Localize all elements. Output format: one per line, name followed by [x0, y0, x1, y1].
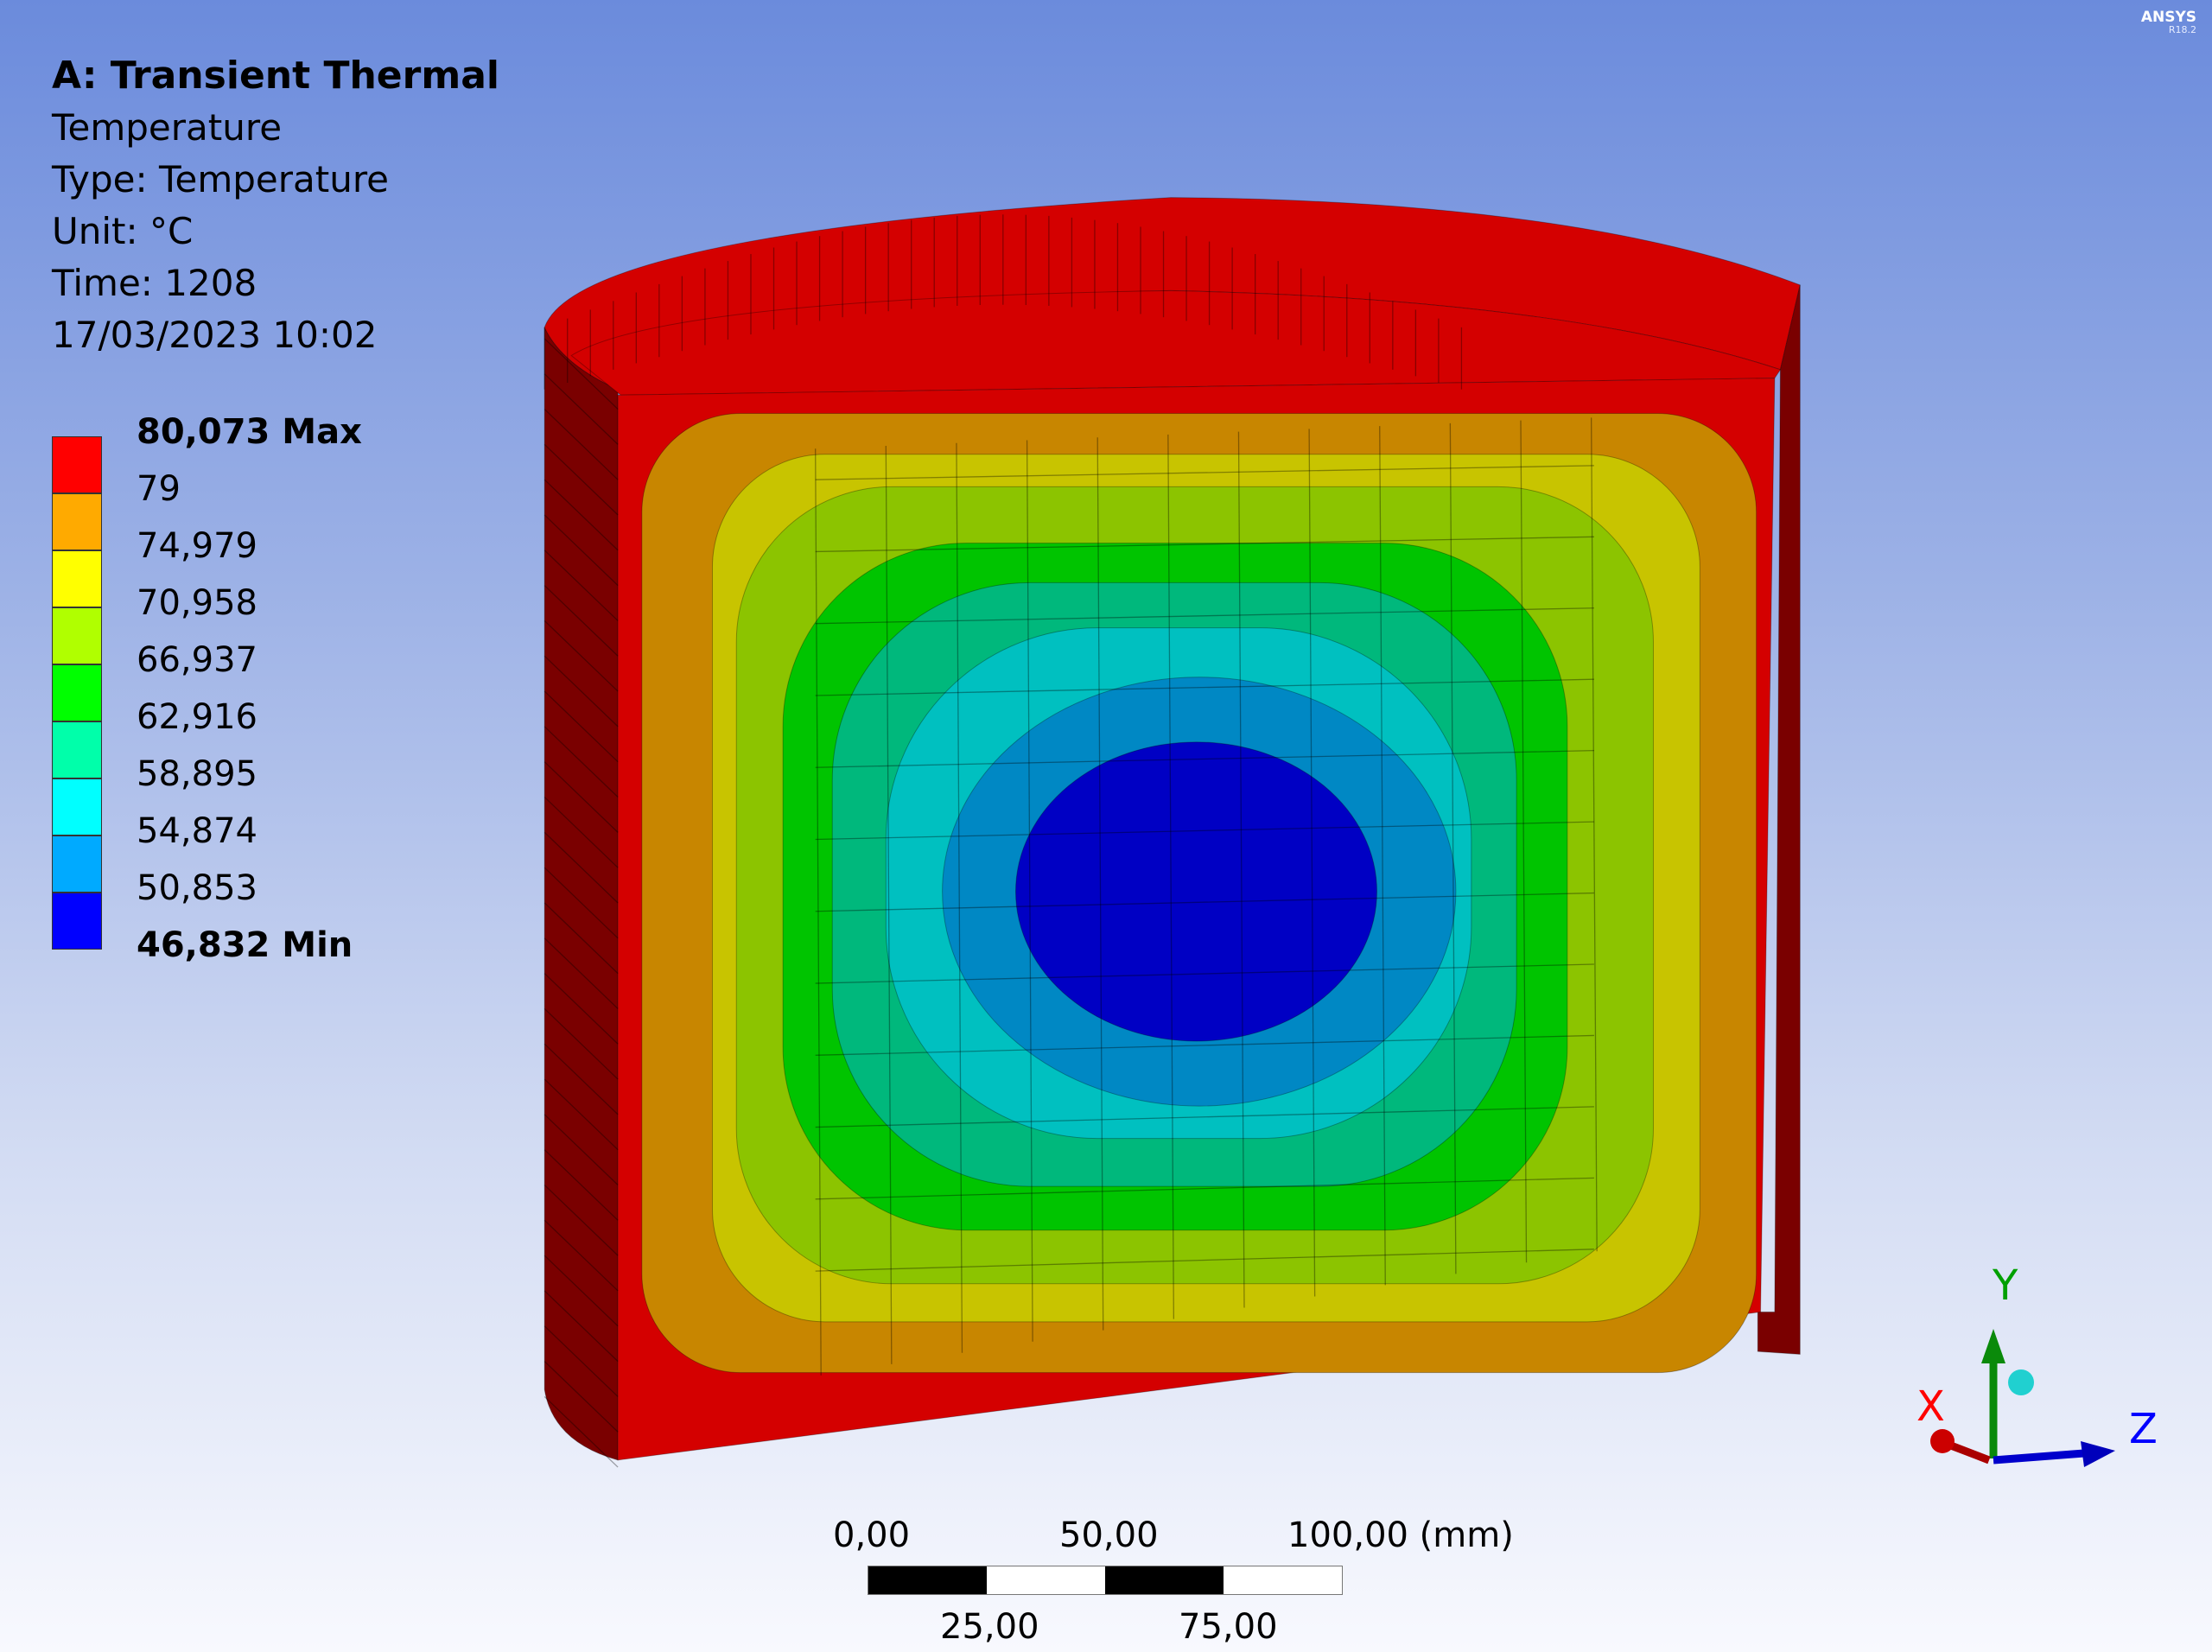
legend-swatch[interactable]: [52, 436, 102, 493]
legend-label: 58,895: [137, 754, 257, 794]
legend-swatch[interactable]: [52, 778, 102, 836]
cylinder-half-model: [543, 197, 1801, 1468]
scale-label-100: 100,00 (mm): [1287, 1515, 1514, 1555]
triad-z-label: Z: [2129, 1405, 2158, 1453]
legend-label: 70,958: [137, 583, 257, 623]
top-cap: [570, 289, 1782, 396]
scale-label-0: 0,00: [833, 1515, 911, 1555]
logo-version: R18.2: [2168, 24, 2196, 35]
legend-label: 66,937: [137, 640, 257, 680]
scale-bar: [868, 1566, 1343, 1595]
result-info: A: Transient Thermal Temperature Type: T…: [52, 50, 499, 361]
x-arrowhead-icon: [1930, 1429, 1955, 1453]
legend-label: 79: [137, 469, 181, 509]
z-axis-arrow: [1993, 1449, 2085, 1465]
legend-swatch[interactable]: [52, 893, 102, 950]
analysis-title: A: Transient Thermal: [52, 54, 499, 98]
right-wall: [1757, 284, 1801, 1355]
scale-label-50: 50,00: [1059, 1515, 1159, 1555]
view-sphere-icon[interactable]: [2008, 1369, 2034, 1395]
result-type: Type: Temperature: [52, 158, 390, 200]
legend-swatch[interactable]: [52, 607, 102, 664]
contour-band-blue-min: [1015, 741, 1377, 1042]
y-arrowhead-icon: [1981, 1329, 2005, 1363]
legend-swatch[interactable]: [52, 664, 102, 721]
result-name: Temperature: [52, 106, 283, 149]
legend-swatch[interactable]: [52, 493, 102, 550]
legend-label: 74,979: [137, 526, 257, 566]
mesh-lines: [543, 214, 1598, 1468]
legend-label: 62,916: [137, 697, 257, 737]
result-unit: Unit: °C: [52, 210, 194, 252]
legend-label: 46,832 Min: [137, 925, 353, 965]
triad-x-label: X: [1916, 1382, 1945, 1431]
legend-swatch[interactable]: [52, 721, 102, 778]
result-time: Time: 1208: [52, 262, 257, 304]
legend-label: 50,853: [137, 868, 257, 908]
legend-label: 80,073 Max: [137, 412, 362, 452]
z-arrowhead-icon: [2081, 1441, 2115, 1467]
axis-triad[interactable]: [1884, 1253, 2177, 1486]
legend-label: 54,874: [137, 811, 257, 851]
legend-swatch[interactable]: [52, 550, 102, 607]
scale-label-25: 25,00: [940, 1607, 1039, 1647]
ansys-logo: ANSYS R18.2: [2141, 10, 2196, 35]
logo-name: ANSYS: [2140, 9, 2196, 26]
triad-y-label: Y: [1993, 1261, 2018, 1310]
result-date: 17/03/2023 10:02: [52, 314, 378, 356]
legend-swatch[interactable]: [52, 836, 102, 893]
scale-label-75: 75,00: [1179, 1607, 1278, 1647]
